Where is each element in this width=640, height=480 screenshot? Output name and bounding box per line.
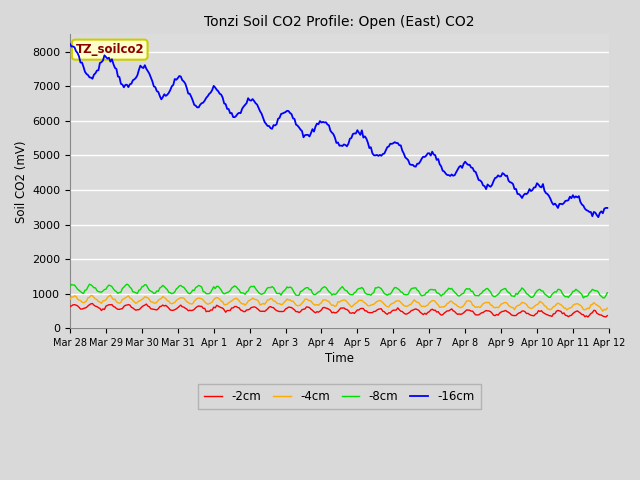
- -2cm: [303, 304, 310, 310]
- Text: TZ_soilco2: TZ_soilco2: [76, 43, 144, 56]
- -2cm: [66, 304, 74, 310]
- -2cm: [88, 300, 96, 306]
- -8cm: [123, 281, 131, 287]
- Line: -4cm: -4cm: [70, 295, 607, 311]
- -2cm: [134, 307, 141, 312]
- -2cm: [228, 305, 236, 311]
- Line: -16cm: -16cm: [70, 44, 607, 217]
- X-axis label: Time: Time: [325, 352, 354, 365]
- -8cm: [66, 283, 74, 289]
- -2cm: [255, 307, 262, 312]
- -8cm: [228, 285, 236, 291]
- -8cm: [575, 288, 582, 294]
- -4cm: [599, 308, 607, 314]
- -4cm: [303, 296, 310, 302]
- -8cm: [246, 285, 253, 290]
- Line: -2cm: -2cm: [70, 303, 607, 317]
- -2cm: [246, 306, 253, 312]
- -4cm: [604, 305, 611, 311]
- -16cm: [132, 75, 140, 81]
- -4cm: [228, 298, 236, 304]
- -4cm: [134, 300, 141, 305]
- -8cm: [604, 290, 611, 296]
- -16cm: [595, 214, 602, 220]
- -4cm: [575, 301, 582, 307]
- Legend: -2cm, -4cm, -8cm, -16cm: -2cm, -4cm, -8cm, -16cm: [198, 384, 481, 409]
- -16cm: [573, 194, 581, 200]
- -8cm: [134, 291, 141, 297]
- Line: -8cm: -8cm: [70, 284, 607, 298]
- -16cm: [227, 110, 234, 116]
- -4cm: [255, 299, 262, 304]
- -8cm: [303, 285, 310, 290]
- Title: Tonzi Soil CO2 Profile: Open (East) CO2: Tonzi Soil CO2 Profile: Open (East) CO2: [204, 15, 475, 29]
- -4cm: [66, 296, 74, 302]
- -16cm: [253, 102, 261, 108]
- -16cm: [301, 132, 309, 138]
- -16cm: [244, 96, 252, 101]
- -2cm: [584, 314, 592, 320]
- -16cm: [66, 41, 74, 47]
- -4cm: [107, 292, 115, 298]
- -16cm: [604, 205, 611, 211]
- -2cm: [575, 309, 582, 315]
- -8cm: [600, 295, 608, 301]
- Y-axis label: Soil CO2 (mV): Soil CO2 (mV): [15, 140, 28, 223]
- -2cm: [604, 313, 611, 319]
- -8cm: [255, 289, 262, 295]
- -4cm: [246, 298, 253, 303]
